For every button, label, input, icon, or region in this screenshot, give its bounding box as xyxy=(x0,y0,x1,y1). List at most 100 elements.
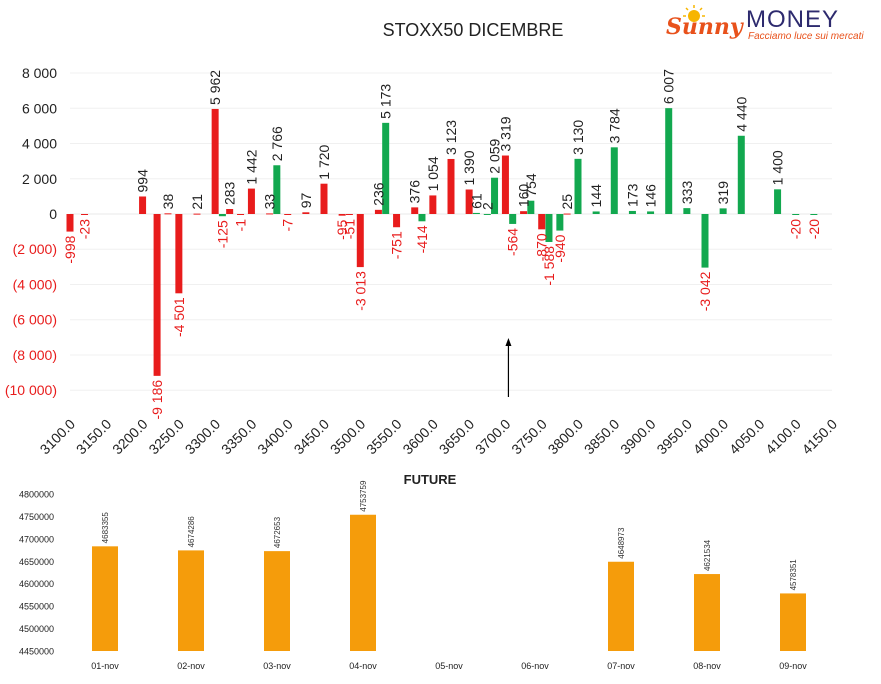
main-chart-title: STOXX50 DICEMBRE xyxy=(383,20,564,40)
future-x-tick-label: 03-nov xyxy=(263,661,291,671)
bar xyxy=(66,214,74,232)
future-x-tick-label: 09-nov xyxy=(779,661,807,671)
bar xyxy=(374,209,382,214)
sunny-money-logo: Sunny MONEY Facciamo luce sui mercati xyxy=(666,5,864,42)
logo-money-text: MONEY xyxy=(746,6,839,33)
future-y-tick-label: 4550000 xyxy=(19,602,54,612)
future-bar-value-label: 4683355 xyxy=(101,512,110,544)
y-tick-label: (10 000) xyxy=(5,382,57,398)
x-tick-label: 3550.0 xyxy=(363,416,405,458)
bar xyxy=(483,213,491,215)
arrow-head-icon xyxy=(505,338,512,346)
bar xyxy=(164,213,172,215)
x-tick-label: 3450.0 xyxy=(291,416,333,458)
bar xyxy=(266,213,274,215)
bar-value-label: 2 766 xyxy=(269,126,285,161)
bar xyxy=(284,214,292,215)
bar-value-label: -751 xyxy=(389,231,405,259)
bar-value-label: -20 xyxy=(806,219,822,239)
future-x-tick-label: 01-nov xyxy=(91,661,119,671)
bar xyxy=(610,147,618,214)
bar-value-label: -20 xyxy=(788,219,804,239)
bar xyxy=(465,189,473,214)
future-x-tick-label: 06-nov xyxy=(521,661,549,671)
x-tick-label: 4000.0 xyxy=(690,416,732,458)
bar xyxy=(218,214,226,217)
bar xyxy=(81,214,89,215)
bar-value-label: -4 501 xyxy=(171,297,187,337)
y-tick-label: 0 xyxy=(49,206,57,222)
future-bar-value-label: 4672653 xyxy=(273,516,282,548)
future-x-tick-label: 05-nov xyxy=(435,661,463,671)
sun-icon xyxy=(683,5,705,22)
bar-value-label: 3 130 xyxy=(570,120,586,155)
bar xyxy=(320,183,328,214)
bar xyxy=(139,196,147,214)
x-tick-label: 3100.0 xyxy=(37,416,79,458)
bar xyxy=(226,209,234,214)
bar-value-label: 4 440 xyxy=(733,97,749,132)
x-tick-label: 3250.0 xyxy=(145,416,187,458)
bar xyxy=(520,211,528,214)
logo-tagline-text: Facciamo luce sui mercati xyxy=(748,31,864,42)
bar-value-label: 5 962 xyxy=(207,70,223,105)
bar xyxy=(647,211,655,214)
bar xyxy=(338,214,346,216)
bar-value-label: 25 xyxy=(559,194,575,210)
y-tick-label: (6 000) xyxy=(13,312,57,328)
bar-value-label: 1 390 xyxy=(461,150,477,185)
bar-value-label: 173 xyxy=(624,183,640,207)
bar-value-label: -870 xyxy=(534,233,550,261)
future-bar-value-label: 4648973 xyxy=(617,527,626,559)
bar-value-label: 376 xyxy=(407,180,423,204)
future-x-tick-label: 08-nov xyxy=(693,661,721,671)
bar-value-label: -3 042 xyxy=(697,271,713,311)
future-x-tick-label: 02-nov xyxy=(177,661,205,671)
future-bar xyxy=(350,514,376,651)
future-y-tick-label: 4750000 xyxy=(19,512,54,522)
bar xyxy=(563,213,571,215)
future-chart-title: FUTURE xyxy=(404,472,457,487)
future-bar xyxy=(780,593,806,651)
bar xyxy=(447,158,455,214)
future-bar xyxy=(92,546,118,651)
future-bar xyxy=(264,551,290,651)
bar-value-label: 994 xyxy=(135,169,151,193)
bar xyxy=(356,214,364,268)
bar-value-label: -23 xyxy=(77,219,93,239)
logo-sunny-text: Sunny xyxy=(666,14,745,40)
bar-value-label: -95 xyxy=(334,219,350,239)
x-tick-label: 3700.0 xyxy=(472,416,514,458)
future-y-tick-label: 4450000 xyxy=(19,647,54,657)
bar-value-label: 1 054 xyxy=(425,156,441,191)
x-tick-label: 3350.0 xyxy=(218,416,260,458)
future-y-tick-label: 4700000 xyxy=(19,534,54,544)
x-tick-label: 3900.0 xyxy=(617,416,659,458)
y-tick-label: 2 000 xyxy=(22,171,57,187)
future-y-tick-label: 4650000 xyxy=(19,557,54,567)
y-tick-label: 8 000 xyxy=(22,65,57,81)
bar xyxy=(491,177,499,214)
bar-value-label: 1 400 xyxy=(770,150,786,185)
bar xyxy=(665,108,673,214)
x-tick-label: 3750.0 xyxy=(508,416,550,458)
bar-value-label: 3 784 xyxy=(606,108,622,143)
y-tick-label: 4 000 xyxy=(22,136,57,152)
x-tick-label: 3150.0 xyxy=(73,416,115,458)
bar-value-label: 2 xyxy=(479,202,495,210)
bar xyxy=(810,214,818,215)
bar xyxy=(774,189,782,214)
bar-value-label: 3 319 xyxy=(497,116,513,151)
future-bar-value-label: 4753759 xyxy=(359,480,368,512)
bar-value-label: 283 xyxy=(222,181,238,205)
bar xyxy=(538,214,546,230)
bar xyxy=(792,214,800,215)
bar-value-label: 236 xyxy=(370,182,386,206)
bar-value-label: 38 xyxy=(160,194,176,210)
bar xyxy=(527,200,535,214)
bar xyxy=(237,214,245,215)
bar-value-label: -125 xyxy=(214,220,230,248)
bar-value-label: -414 xyxy=(414,225,430,253)
x-tick-label: 4150.0 xyxy=(799,416,841,458)
bar-value-label: 146 xyxy=(643,184,659,208)
